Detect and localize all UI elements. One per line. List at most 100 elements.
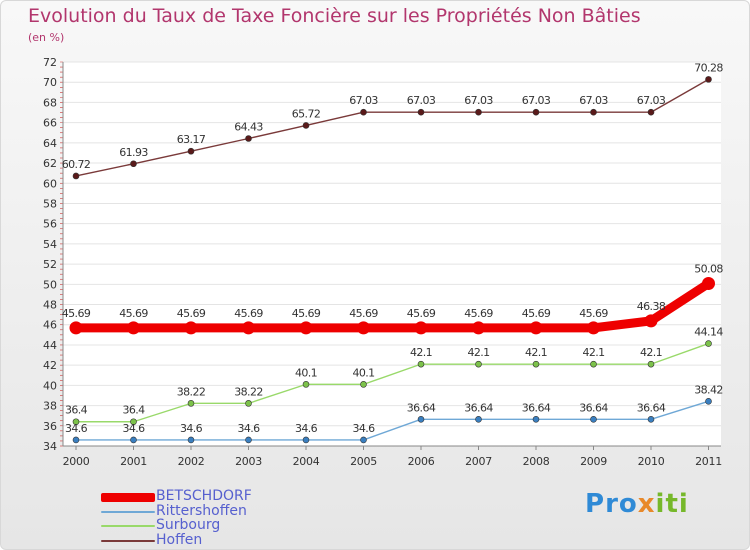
data-point [360, 108, 367, 116]
legend-label: BETSCHDORF [156, 488, 252, 504]
logo-letter: i [678, 489, 689, 519]
data-label: 42.1 [410, 346, 432, 359]
data-point [302, 381, 310, 388]
data-label: 64.43 [234, 120, 263, 133]
y-tick-label: 40 [43, 379, 57, 392]
data-point [245, 135, 252, 142]
data-label: 34.6 [352, 422, 375, 435]
data-point [127, 321, 140, 335]
data-label: 45.69 [464, 307, 493, 320]
data-point [475, 360, 482, 368]
data-point [187, 436, 195, 444]
data-label: 36.64 [522, 401, 551, 414]
x-tick-label: 2010 [638, 455, 665, 468]
data-point [299, 321, 313, 335]
y-tick-label: 50 [43, 278, 57, 291]
legend-swatch [101, 540, 155, 542]
logo-letter: P [585, 489, 606, 519]
data-point [590, 416, 597, 423]
data-point [72, 418, 80, 426]
y-tick-label: 36 [43, 420, 57, 433]
series-line-rittershoffen [75, 400, 710, 441]
data-point [414, 321, 428, 335]
data-label: 40.1 [295, 366, 317, 379]
data-label: 40.1 [352, 366, 374, 379]
data-point [242, 321, 255, 335]
y-tick-label: 48 [43, 299, 57, 312]
data-label: 38.42 [694, 383, 723, 396]
proxiti-logo: Proxiti [585, 489, 689, 519]
data-label: 70.28 [694, 61, 723, 74]
data-label: 42.1 [525, 346, 547, 359]
x-tick-label: 2007 [465, 455, 492, 468]
y-tick-label: 68 [43, 96, 57, 109]
data-label: 67.03 [637, 94, 666, 107]
data-label: 36.4 [65, 404, 88, 417]
data-label: 34.6 [180, 422, 203, 435]
data-label: 45.69 [234, 307, 263, 320]
data-label: 45.69 [177, 307, 206, 320]
data-point [360, 381, 367, 388]
data-point [475, 108, 482, 116]
y-tick-label: 60 [43, 177, 57, 190]
x-tick-label: 2000 [63, 455, 90, 468]
data-label: 45.69 [579, 307, 608, 320]
legend-label: Hoffen [156, 532, 203, 548]
data-label: 36.64 [637, 401, 666, 414]
data-point [302, 436, 310, 444]
data-label: 38.22 [177, 385, 206, 398]
data-label: 34.6 [122, 422, 145, 435]
x-tick-label: 2011 [695, 455, 722, 468]
data-label: 45.69 [292, 307, 321, 320]
series-line-surbourg [75, 342, 710, 423]
data-point [187, 400, 195, 407]
x-tick-label: 2001 [120, 455, 147, 468]
data-label: 63.17 [177, 133, 206, 146]
data-label: 67.03 [464, 94, 493, 107]
data-label: 36.4 [122, 404, 145, 417]
data-point [532, 360, 540, 368]
data-label: 45.69 [62, 307, 91, 320]
y-tick-label: 52 [43, 258, 57, 271]
data-label: 34.6 [65, 422, 88, 435]
data-point [417, 360, 425, 368]
y-tick-label: 56 [43, 218, 57, 231]
y-tick-label: 62 [43, 157, 57, 170]
data-point [130, 418, 137, 426]
x-tick-label: 2006 [408, 455, 435, 468]
y-tick-label: 64 [43, 137, 57, 150]
y-tick-label: 72 [43, 56, 57, 69]
data-point [647, 108, 655, 116]
data-label: 46.38 [637, 300, 666, 313]
plot-area [63, 62, 721, 446]
data-label: 44.14 [694, 326, 723, 339]
data-label: 67.03 [522, 94, 551, 107]
data-point [472, 321, 485, 335]
data-label: 65.72 [292, 107, 321, 120]
data-point [360, 436, 367, 444]
data-point [417, 416, 425, 423]
data-point [184, 321, 198, 335]
data-point [590, 360, 597, 368]
y-tick-label: 58 [43, 197, 57, 210]
data-label: 34.6 [237, 422, 260, 435]
data-label: 45.69 [522, 307, 551, 320]
data-point [302, 122, 310, 129]
y-tick-label: 54 [43, 238, 57, 251]
x-tick-label: 2008 [523, 455, 550, 468]
logo-letter: x [637, 489, 656, 519]
data-point [357, 321, 370, 335]
data-label: 61.93 [119, 146, 148, 159]
data-point [644, 314, 658, 328]
data-label: 60.72 [62, 158, 91, 171]
series-line-hoffen [75, 78, 710, 177]
data-label: 67.03 [407, 94, 436, 107]
legend-swatch [101, 511, 155, 513]
x-tick-label: 2002 [178, 455, 205, 468]
data-point [587, 321, 600, 335]
data-label: 45.69 [119, 307, 148, 320]
y-tick-label: 66 [43, 117, 57, 130]
data-point [245, 436, 252, 444]
data-point [130, 436, 137, 444]
